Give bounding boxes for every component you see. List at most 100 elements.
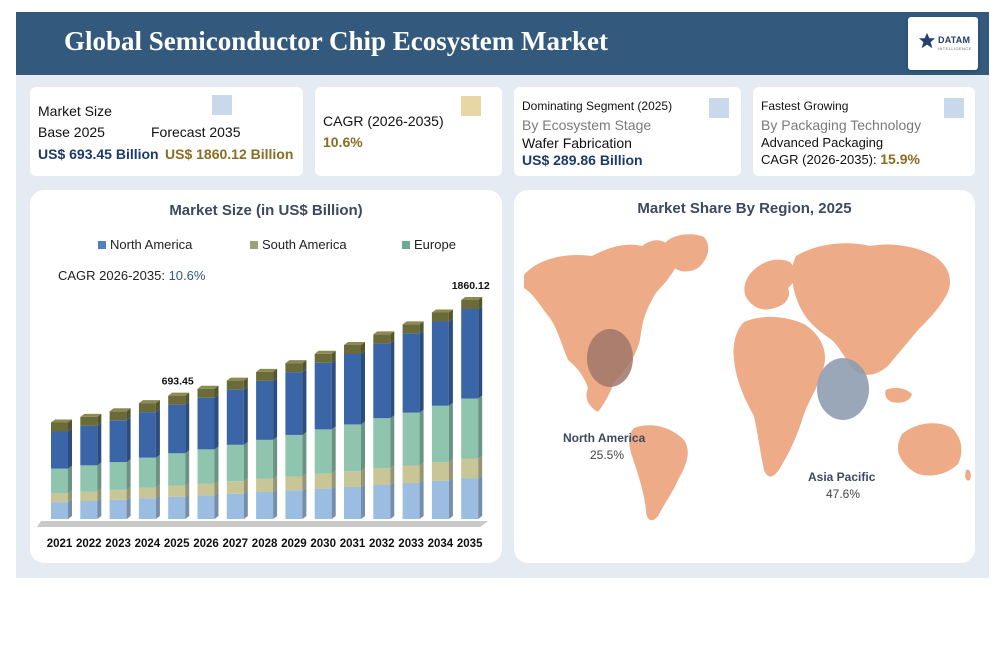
dominating-category: By Ecosystem Stage xyxy=(522,117,652,133)
bar-segment xyxy=(138,498,156,519)
bar-segment xyxy=(256,380,274,440)
bar-cap xyxy=(197,388,215,398)
star-icon xyxy=(918,32,936,49)
bar-2021 xyxy=(51,419,72,519)
x-tick-label: 2035 xyxy=(457,538,483,550)
bar-cap xyxy=(373,334,391,344)
bar-side xyxy=(126,417,131,463)
bar-cap xyxy=(285,363,303,373)
fastest-cagr-caption: CAGR (2026-2035): xyxy=(761,152,877,167)
dominating-title: Dominating Segment (2025) xyxy=(522,99,673,113)
north-america-share-bubble xyxy=(587,329,633,387)
bar-side xyxy=(331,359,336,430)
region-share-panel: Market Share By Region, 2025 North Ameri… xyxy=(514,190,975,563)
bar-segment xyxy=(138,457,156,488)
bar-cap xyxy=(431,312,449,322)
bar-cap xyxy=(461,300,479,309)
bar-side xyxy=(126,486,131,500)
bar-cap xyxy=(402,324,420,334)
bar-side xyxy=(390,415,395,469)
bar-side xyxy=(419,462,424,483)
bar-segment xyxy=(109,420,127,463)
bar-segment xyxy=(344,471,361,487)
bar-side xyxy=(331,485,336,519)
bar-segment xyxy=(256,439,274,479)
fastest-growing-card: Fastest Growing By Packaging Technology … xyxy=(753,87,975,176)
bar-segment xyxy=(431,321,449,406)
bar-segment xyxy=(109,499,127,519)
bar-segment xyxy=(138,487,156,499)
bar-cap xyxy=(256,371,274,381)
x-tick-label: 2028 xyxy=(252,538,278,550)
bar-2032 xyxy=(373,331,395,519)
bar-cap-top xyxy=(109,408,131,412)
bar-side xyxy=(214,394,219,450)
fastest-cagr-label: CAGR (2026-2035): 15.9% xyxy=(761,151,920,167)
bar-segment xyxy=(431,405,449,462)
bar-side xyxy=(68,428,72,469)
bar-side xyxy=(214,492,219,519)
bar-side xyxy=(448,402,453,462)
bar-segment xyxy=(373,484,391,519)
page-title: Global Semiconductor Chip Ecosystem Mark… xyxy=(64,26,608,56)
bar-segment xyxy=(168,453,186,486)
bar-side xyxy=(302,431,307,477)
bar-cap-side xyxy=(185,392,190,405)
bar-side xyxy=(243,490,248,519)
bar-2030 xyxy=(314,350,336,519)
bar-segment xyxy=(285,490,303,519)
bar-segment xyxy=(226,444,244,482)
bar-side xyxy=(68,490,72,503)
bar-side xyxy=(68,499,72,519)
x-tick-label: 2034 xyxy=(428,538,454,550)
bar-2028 xyxy=(256,368,278,519)
bar-cagr-note: CAGR 2026-2035: 10.6% xyxy=(58,268,205,283)
bar-cap xyxy=(168,395,186,405)
bar-cap-top xyxy=(344,342,365,345)
bar-side xyxy=(478,306,483,399)
bar-side xyxy=(390,481,395,519)
x-tick-label: 2029 xyxy=(281,538,307,550)
bar-side xyxy=(243,386,248,445)
bar-side xyxy=(97,422,102,466)
bar-segment xyxy=(431,462,449,481)
bar-cap-top xyxy=(461,297,483,300)
bar-cap-side xyxy=(273,368,278,381)
bar-segment xyxy=(285,372,303,435)
dominating-value: US$ 289.86 Billion xyxy=(522,152,643,168)
header-bar: Global Semiconductor Chip Ecosystem Mark… xyxy=(16,12,989,75)
cagr-value: 10.6% xyxy=(323,134,363,150)
cagr-card: CAGR (2026-2035) 10.6% xyxy=(315,87,502,176)
bar-2031 xyxy=(344,342,365,519)
bar-cap-side xyxy=(419,321,424,334)
europe-landmass xyxy=(744,259,796,310)
bar-2026 xyxy=(197,385,219,519)
bar-segment xyxy=(109,489,127,500)
bar-side xyxy=(302,473,307,491)
forecast-value: US$ 1860.12 Billion xyxy=(165,146,294,162)
bar-side xyxy=(97,462,102,492)
cagr-title: CAGR (2026-2035) xyxy=(323,113,444,129)
bar-cap-top xyxy=(431,309,453,313)
world-map xyxy=(524,234,971,521)
bar-segment xyxy=(314,488,332,519)
logo-text: DATAM xyxy=(938,35,971,45)
bar-side xyxy=(97,498,102,519)
new-zealand-landmass xyxy=(965,469,971,481)
market-size-title: Market Size xyxy=(38,103,112,119)
x-tick-label: 2033 xyxy=(398,538,424,550)
africa-landmass xyxy=(733,316,826,477)
asia-landmass xyxy=(792,243,950,375)
bar-cap-side xyxy=(302,360,307,373)
accent-square xyxy=(461,96,481,116)
bar-2035 xyxy=(461,297,483,519)
fastest-category: By Packaging Technology xyxy=(761,117,922,133)
fastest-segment: Advanced Packaging xyxy=(761,135,884,150)
bar-segment xyxy=(373,468,391,485)
legend-swatch xyxy=(250,241,258,249)
legend-swatch xyxy=(98,241,106,249)
bar-segment xyxy=(285,434,303,477)
bar-side xyxy=(126,459,131,490)
bar-segment xyxy=(168,485,186,497)
